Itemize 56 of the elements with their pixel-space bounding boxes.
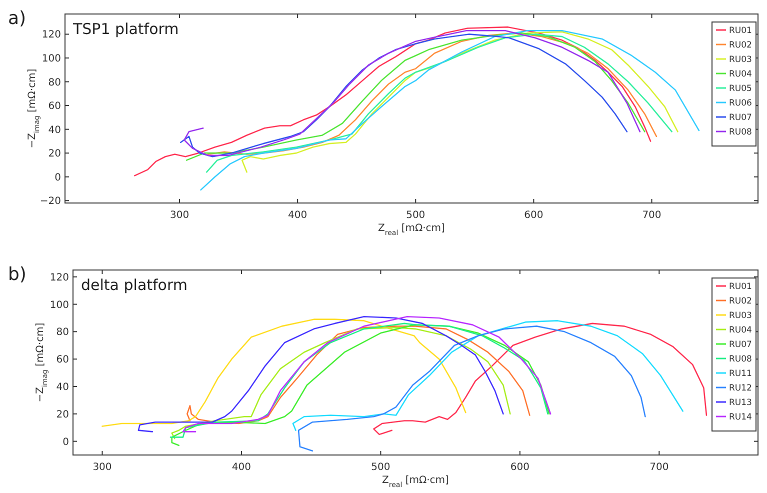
y-tick-label: 60 <box>56 354 69 366</box>
legend-label: RU08 <box>729 354 752 364</box>
legend-label: RU11 <box>729 369 752 379</box>
legend-label: RU14 <box>729 412 752 422</box>
y-tick-label: 100 <box>42 53 61 64</box>
y-tick-label: −20 <box>40 196 61 208</box>
x-axis-title: Z$_{real}$ [mΩ·cm] <box>378 223 446 237</box>
text: a) <box>8 8 26 29</box>
x-tick-label: 500 <box>371 462 390 473</box>
legend-label: RU13 <box>729 398 752 408</box>
line-series <box>292 320 684 431</box>
x-tick-label: 500 <box>406 210 426 221</box>
y-tick-label: 120 <box>42 30 61 41</box>
x-tick-label: 600 <box>524 210 544 221</box>
legend-label: RU01 <box>729 26 752 36</box>
legend-label: RU06 <box>729 98 752 108</box>
y-tick-label: 80 <box>56 327 69 338</box>
text: delta platform <box>81 276 188 294</box>
y-tick-label: 40 <box>56 382 69 393</box>
y-tick-label: 120 <box>50 272 69 284</box>
line-series <box>373 322 708 436</box>
text: b) <box>8 264 26 285</box>
legend-label: RU12 <box>729 384 752 394</box>
legend-label: RU04 <box>729 326 752 336</box>
y-tick-label: 0 <box>62 436 69 448</box>
line-series <box>298 326 646 452</box>
y-tick-label: 80 <box>48 77 61 88</box>
y-tick-label: 40 <box>48 124 61 136</box>
x-tick-label: 600 <box>510 462 530 473</box>
legend-label: RU05 <box>729 84 752 94</box>
legend-label: RU02 <box>729 40 752 50</box>
chart-title: TSP1 platform <box>72 20 179 38</box>
legend-label: RU08 <box>729 128 752 138</box>
legend-label: RU01 <box>729 282 752 292</box>
x-tick-label: 300 <box>92 462 112 473</box>
x-tick-label: 400 <box>288 210 308 221</box>
line-series <box>102 318 466 427</box>
legend-label: RU02 <box>729 296 752 306</box>
x-axis-title: Z$_{real}$ [mΩ·cm] <box>382 475 450 489</box>
x-tick-label: 700 <box>642 210 662 221</box>
y-tick-label: 20 <box>56 409 69 420</box>
y-tick-label: 100 <box>50 300 69 311</box>
legend-label: RU03 <box>729 311 752 321</box>
line-series <box>138 316 504 432</box>
legend-label: RU07 <box>729 340 752 350</box>
y-tick-label: 0 <box>54 172 61 184</box>
y-tick-label: 60 <box>48 101 61 112</box>
x-tick-label: 700 <box>650 462 669 473</box>
line-series <box>186 326 530 424</box>
legend-label: RU04 <box>729 70 752 80</box>
line-series <box>200 30 700 191</box>
legend-label: RU07 <box>729 113 752 123</box>
legend-label: RU03 <box>729 55 752 65</box>
y-tick-label: 20 <box>48 148 61 160</box>
x-tick-label: 300 <box>170 210 190 221</box>
x-tick-label: 400 <box>232 462 252 473</box>
